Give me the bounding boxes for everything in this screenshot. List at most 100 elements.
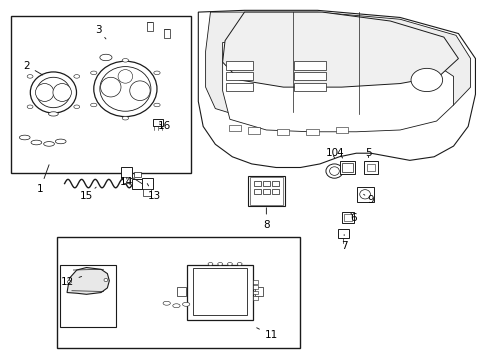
Bar: [335, 127, 347, 133]
Ellipse shape: [74, 75, 80, 78]
Text: 16: 16: [157, 121, 170, 131]
Bar: [294, 83, 325, 91]
Ellipse shape: [30, 72, 76, 113]
Text: 15: 15: [80, 187, 96, 201]
Text: 2: 2: [23, 61, 42, 75]
Ellipse shape: [31, 140, 41, 145]
Bar: [341, 212, 353, 223]
Text: 8: 8: [263, 208, 269, 230]
Ellipse shape: [55, 139, 66, 144]
Bar: [163, 29, 169, 38]
Text: 14: 14: [120, 177, 133, 187]
Ellipse shape: [43, 141, 54, 146]
Ellipse shape: [27, 105, 33, 109]
Ellipse shape: [90, 103, 97, 107]
Ellipse shape: [122, 116, 128, 120]
Polygon shape: [198, 10, 474, 167]
Bar: [226, 83, 252, 91]
Ellipse shape: [94, 61, 157, 117]
Ellipse shape: [67, 280, 71, 283]
Polygon shape: [67, 267, 109, 294]
Ellipse shape: [154, 71, 160, 75]
Bar: [252, 280, 257, 284]
Polygon shape: [222, 41, 453, 132]
Bar: [263, 181, 269, 186]
Bar: [252, 285, 257, 289]
Ellipse shape: [163, 301, 170, 305]
Bar: [143, 189, 151, 196]
Ellipse shape: [227, 262, 232, 265]
Bar: [253, 181, 260, 186]
Bar: [272, 181, 279, 186]
Bar: [294, 61, 325, 70]
Bar: [247, 127, 260, 134]
Ellipse shape: [129, 81, 150, 100]
Bar: [60, 265, 116, 327]
Text: 11: 11: [256, 328, 277, 341]
Ellipse shape: [100, 67, 151, 111]
Ellipse shape: [237, 262, 242, 265]
Ellipse shape: [207, 262, 212, 265]
Bar: [253, 189, 260, 194]
Bar: [294, 72, 325, 80]
Ellipse shape: [410, 68, 442, 91]
Bar: [193, 268, 246, 315]
Ellipse shape: [27, 75, 33, 78]
Text: 12: 12: [61, 276, 81, 287]
Polygon shape: [205, 12, 469, 119]
Bar: [339, 161, 355, 174]
Bar: [247, 176, 284, 206]
Bar: [177, 287, 185, 296]
Text: 10: 10: [325, 148, 338, 158]
Bar: [277, 129, 289, 135]
Text: 9: 9: [363, 194, 373, 204]
Ellipse shape: [35, 84, 54, 102]
Bar: [132, 179, 142, 189]
Bar: [226, 72, 252, 80]
Text: 7: 7: [340, 235, 347, 251]
Bar: [342, 163, 352, 172]
Bar: [228, 125, 241, 131]
Ellipse shape: [154, 103, 160, 107]
Ellipse shape: [217, 262, 222, 265]
Bar: [121, 167, 132, 178]
Ellipse shape: [122, 59, 128, 62]
Ellipse shape: [182, 302, 189, 306]
Bar: [364, 161, 377, 174]
Ellipse shape: [329, 167, 339, 175]
Bar: [134, 172, 141, 177]
Bar: [226, 61, 252, 70]
Bar: [187, 265, 252, 320]
Ellipse shape: [36, 77, 70, 108]
Bar: [272, 189, 279, 194]
Ellipse shape: [100, 54, 112, 61]
Bar: [123, 177, 130, 183]
Text: 4: 4: [335, 148, 342, 158]
Bar: [337, 229, 348, 238]
Ellipse shape: [74, 105, 80, 109]
Bar: [366, 163, 374, 171]
Ellipse shape: [20, 135, 30, 140]
Ellipse shape: [325, 164, 342, 178]
Bar: [142, 178, 152, 189]
Ellipse shape: [359, 190, 370, 199]
Bar: [254, 287, 263, 296]
Bar: [249, 177, 283, 204]
Polygon shape: [222, 12, 458, 87]
Ellipse shape: [118, 69, 132, 83]
Text: 5: 5: [365, 148, 371, 158]
Bar: [152, 119, 163, 126]
Ellipse shape: [172, 304, 180, 308]
Bar: [57, 237, 300, 348]
Text: 13: 13: [147, 184, 161, 201]
Bar: [11, 16, 191, 173]
Ellipse shape: [48, 112, 58, 116]
Bar: [263, 189, 269, 194]
Text: 1: 1: [37, 165, 49, 194]
Bar: [356, 187, 373, 202]
Bar: [344, 214, 351, 221]
Ellipse shape: [101, 77, 121, 97]
Bar: [252, 296, 257, 300]
Bar: [252, 291, 257, 294]
Text: 6: 6: [350, 212, 356, 222]
